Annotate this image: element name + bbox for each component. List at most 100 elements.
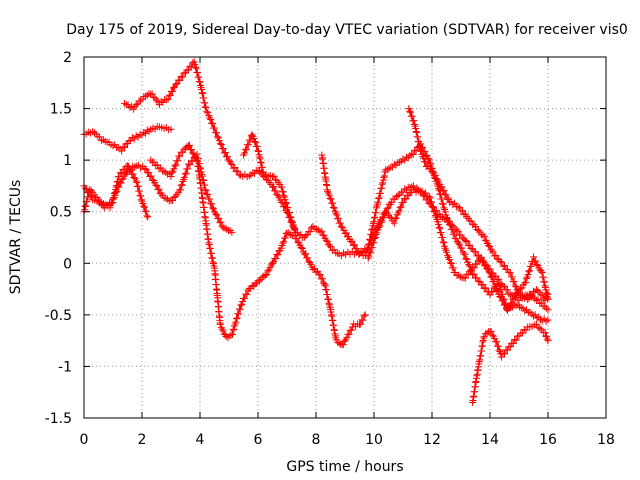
data-point <box>499 349 507 357</box>
data-point <box>174 157 182 165</box>
data-point <box>470 264 478 272</box>
data-point <box>438 200 446 208</box>
data-point <box>370 239 378 247</box>
y-tick-label: 0 <box>63 256 72 272</box>
data-point <box>480 285 488 293</box>
data-point <box>313 267 321 275</box>
data-point <box>143 91 151 99</box>
data-point <box>279 188 287 196</box>
x-tick-label: 8 <box>312 432 321 448</box>
data-point <box>489 248 497 256</box>
data-point <box>306 228 314 236</box>
data-point <box>371 235 379 243</box>
data-point <box>304 254 312 262</box>
data-point <box>442 191 450 199</box>
data-point <box>179 73 187 81</box>
x-tick-label: 14 <box>481 432 499 448</box>
data-point <box>396 204 404 212</box>
data-point <box>368 226 376 234</box>
data-point <box>537 299 545 307</box>
data-point <box>178 181 186 189</box>
data-point <box>375 224 383 232</box>
data-point <box>503 346 511 354</box>
data-point <box>248 282 256 290</box>
data-point <box>512 301 520 309</box>
data-point <box>252 166 260 174</box>
data-point <box>205 240 213 248</box>
data-point <box>542 304 550 312</box>
data-point <box>401 185 409 193</box>
data-point <box>446 221 454 229</box>
data-point <box>541 302 549 310</box>
data-point <box>308 224 316 232</box>
data-point <box>333 249 341 257</box>
data-point <box>524 271 532 279</box>
data-point <box>438 195 446 203</box>
data-point <box>406 107 414 115</box>
data-point <box>458 207 466 215</box>
data-point <box>469 263 477 271</box>
data-point <box>235 310 243 318</box>
data-point <box>164 95 172 103</box>
data-point <box>451 199 459 207</box>
data-point <box>204 109 212 117</box>
y-tick-label: 1 <box>63 153 72 169</box>
data-point <box>373 229 381 237</box>
data-point <box>135 187 143 195</box>
data-point <box>431 208 439 216</box>
data-point <box>281 202 289 210</box>
data-point <box>327 243 334 251</box>
data-point <box>193 68 201 76</box>
data-point <box>202 187 210 195</box>
data-point <box>272 187 280 195</box>
data-point <box>219 145 227 153</box>
data-point <box>474 277 482 285</box>
data-point <box>443 248 450 256</box>
data-point <box>176 76 184 84</box>
data-point <box>240 149 248 157</box>
data-point <box>424 162 432 170</box>
data-point <box>418 187 426 195</box>
data-point <box>303 230 311 238</box>
data-point <box>109 195 117 203</box>
data-point <box>477 253 485 261</box>
data-point <box>406 108 414 116</box>
data-point <box>157 97 165 105</box>
data-point <box>162 96 170 104</box>
data-point <box>277 244 285 252</box>
data-point <box>347 326 355 334</box>
data-point <box>206 114 214 122</box>
data-point <box>251 280 259 288</box>
data-point <box>472 248 479 256</box>
data-point <box>173 79 181 87</box>
data-point <box>486 291 494 299</box>
data-point <box>420 154 428 162</box>
data-point <box>370 218 378 226</box>
data-point <box>443 252 451 260</box>
data-point <box>176 152 184 160</box>
data-point <box>83 198 91 206</box>
data-point <box>445 220 453 228</box>
data-point <box>121 143 129 151</box>
data-point <box>231 164 239 172</box>
data-point <box>422 189 430 197</box>
data-point <box>525 268 533 276</box>
data-point <box>121 166 129 174</box>
data-point <box>316 271 324 279</box>
data-point <box>440 187 448 195</box>
data-point <box>456 204 464 212</box>
data-point <box>345 331 353 339</box>
data-point <box>544 290 552 298</box>
data-point <box>537 267 545 275</box>
data-point <box>473 252 481 260</box>
data-point <box>466 241 474 249</box>
data-point <box>318 227 326 235</box>
data-point <box>221 149 229 157</box>
x-tick-label: 18 <box>597 432 615 448</box>
data-point <box>344 232 352 240</box>
data-point <box>452 235 460 243</box>
data-point <box>508 273 516 281</box>
data-point <box>370 214 378 222</box>
data-point <box>486 269 494 277</box>
